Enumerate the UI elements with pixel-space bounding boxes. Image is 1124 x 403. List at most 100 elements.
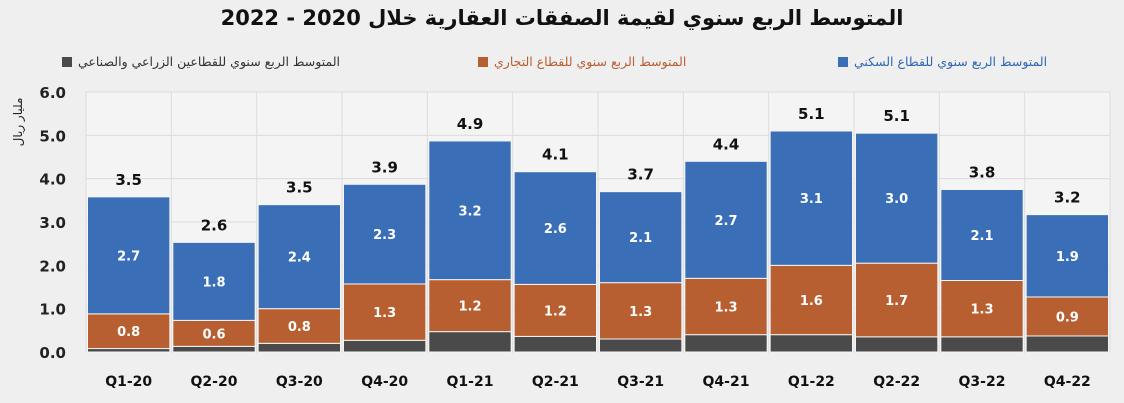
y-tick-label: 0.0: [39, 344, 66, 362]
bar-segment-agri-industrial: [513, 335, 598, 353]
data-label: 2.4: [288, 251, 311, 266]
bar-segment-agri-industrial: [855, 336, 939, 353]
legend-swatch: [62, 56, 72, 67]
x-tick-label: Q3-22: [959, 374, 1006, 390]
x-tick-label: Q3-21: [617, 374, 664, 390]
data-label: 1.7: [885, 294, 908, 309]
bar-segment-commercial: [513, 283, 598, 337]
data-label: 1.2: [458, 300, 481, 315]
x-tick-label: Q2-20: [191, 374, 238, 390]
x-tick-label: Q2-22: [873, 374, 920, 390]
bar-segment-commercial: [1025, 296, 1109, 337]
bar-segment-agri-industrial: [172, 345, 256, 353]
legend-label: المتوسط الربع سنوي للقطاع السكني: [854, 54, 1048, 69]
bar-segment-commercial: [769, 264, 854, 336]
total-label: 4.1: [542, 146, 569, 164]
bar-segment-residential: [343, 183, 427, 285]
legend-swatch: [478, 56, 488, 67]
y-tick-label: 2.0: [39, 257, 66, 275]
total-label: 3.5: [286, 179, 313, 197]
total-label: 3.8: [969, 164, 996, 182]
y-tick-label: 3.0: [39, 214, 66, 232]
total-label: 3.2: [1054, 189, 1081, 207]
y-axis-label: مليار ريال: [11, 98, 26, 147]
total-label: 3.9: [371, 158, 398, 176]
data-label: 2.1: [629, 231, 652, 246]
bar-segment-agri-industrial: [684, 334, 768, 353]
data-label: 1.6: [800, 294, 823, 309]
bar-segment-commercial: [684, 277, 768, 336]
legend-label: المتوسط الربع سنوي للقطاع التجاري: [494, 54, 687, 69]
bar-segment-residential: [940, 189, 1024, 281]
data-label: 0.9: [1056, 310, 1079, 325]
bar-segment-residential: [1025, 214, 1109, 298]
data-label: 2.3: [373, 228, 396, 243]
data-label: 2.1: [970, 229, 993, 244]
y-tick-label: 1.0: [39, 301, 66, 319]
bar-segment-residential: [257, 204, 341, 310]
x-tick-label: Q2-21: [532, 374, 579, 390]
chart-title: المتوسط الربع سنوي لقيمة الصفقات العقاري…: [220, 6, 904, 30]
data-label: 3.1: [800, 192, 823, 207]
total-label: 5.1: [798, 105, 825, 123]
bar-segment-agri-industrial: [257, 342, 341, 353]
data-label: 1.3: [629, 305, 652, 320]
data-label: 0.6: [202, 327, 225, 342]
bar-segment-agri-industrial: [940, 336, 1024, 353]
total-label: 3.7: [627, 166, 654, 184]
x-tick-label: Q4-22: [1044, 374, 1091, 390]
bar-segment-commercial: [257, 308, 341, 344]
data-label: 2.6: [544, 222, 567, 237]
bar-segment-agri-industrial: [769, 334, 854, 353]
data-label: 0.8: [117, 325, 140, 340]
bar-segment-agri-industrial: [1025, 335, 1109, 353]
data-label: 3.2: [458, 204, 481, 219]
legend-swatch: [838, 56, 848, 67]
y-tick-label: 4.0: [39, 171, 66, 189]
data-label: 2.7: [117, 249, 140, 264]
bar-segment-residential: [428, 140, 512, 281]
bar-segment-commercial: [940, 280, 1024, 338]
y-tick-label: 6.0: [39, 84, 66, 102]
data-label: 1.8: [202, 275, 225, 290]
x-tick-label: Q1-20: [105, 374, 152, 390]
bar-segment-commercial: [599, 282, 683, 340]
bar-segment-agri-industrial: [428, 331, 512, 353]
bar-segment-residential: [87, 196, 171, 315]
legend-label: المتوسط الربع سنوي للقطاعين الزراعي والص…: [78, 54, 340, 69]
y-tick-label: 5.0: [39, 127, 66, 145]
total-label: 2.6: [201, 216, 228, 234]
bar-segment-residential: [513, 171, 598, 285]
data-label: 2.7: [714, 214, 737, 229]
data-label: 1.3: [373, 306, 396, 321]
bar-segment-agri-industrial: [343, 339, 427, 353]
bar-segment-residential: [684, 160, 768, 279]
data-label: 1.3: [970, 303, 993, 318]
x-tick-label: Q4-21: [703, 374, 750, 390]
bar-segment-agri-industrial: [87, 348, 171, 353]
x-tick-label: Q4-20: [361, 374, 408, 390]
total-label: 4.9: [457, 115, 484, 133]
bar-segment-residential: [855, 132, 939, 264]
bar-segment-residential: [769, 130, 854, 266]
total-label: 3.5: [115, 171, 142, 189]
total-label: 5.1: [883, 107, 910, 125]
bar-segment-commercial: [855, 262, 939, 338]
data-label: 0.8: [288, 320, 311, 335]
legend-item-residential: المتوسط الربع سنوي للقطاع السكني: [838, 54, 1047, 69]
bar-segment-commercial: [87, 313, 171, 350]
data-label: 3.0: [885, 192, 908, 207]
data-label: 1.2: [544, 304, 567, 319]
x-tick-label: Q3-20: [276, 374, 323, 390]
legend-item-commercial: المتوسط الربع سنوي للقطاع التجاري: [478, 54, 686, 69]
x-tick-label: Q1-21: [447, 374, 494, 390]
data-label: 1.9: [1056, 250, 1079, 265]
data-label: 1.3: [714, 301, 737, 316]
bar-segment-residential: [599, 191, 683, 284]
x-tick-label: Q1-22: [788, 374, 835, 390]
legend-item-agri-industrial: المتوسط الربع سنوي للقطاعين الزراعي والص…: [62, 54, 340, 69]
bar-segment-residential: [172, 241, 256, 321]
bar-segment-commercial: [343, 283, 427, 341]
bar-segment-commercial: [428, 279, 512, 333]
